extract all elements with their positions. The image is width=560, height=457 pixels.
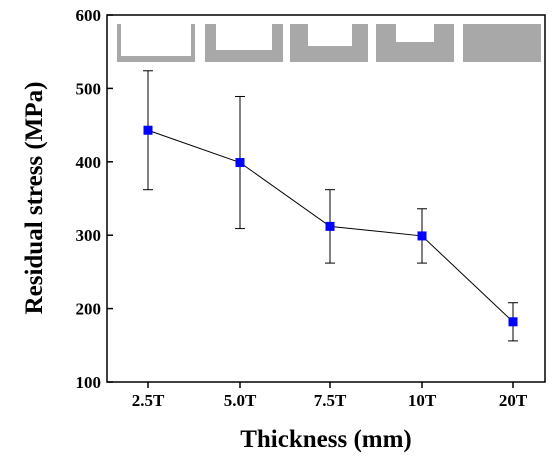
inset-image [463,24,541,62]
marker [235,158,245,168]
inset-image [308,24,352,46]
y-axis-title: Residual stress (MPa) [21,82,48,315]
x-axis-title: Thickness (mm) [240,426,412,453]
marker [508,317,518,327]
y-tick-label: 500 [76,79,102,98]
inset-image [216,24,272,50]
insets [117,24,541,62]
y-tick-label: 300 [76,226,102,245]
inset-image [396,24,434,42]
marker [417,231,427,241]
plot-frame [106,14,546,383]
x-tick-label: 10T [408,391,437,410]
y-tick-label: 200 [76,300,102,319]
x-tick-label: 2.5T [132,391,165,410]
x-tick-label: 5.0T [224,391,257,410]
y-tick-label: 600 [76,6,102,25]
x-tick-label: 20T [499,391,528,410]
marker [143,125,153,135]
marker [325,221,335,231]
y-tick-label: 100 [76,373,102,392]
y-tick-label: 400 [76,153,102,172]
x-tick-label: 7.5T [314,391,347,410]
inset-image [121,24,191,56]
